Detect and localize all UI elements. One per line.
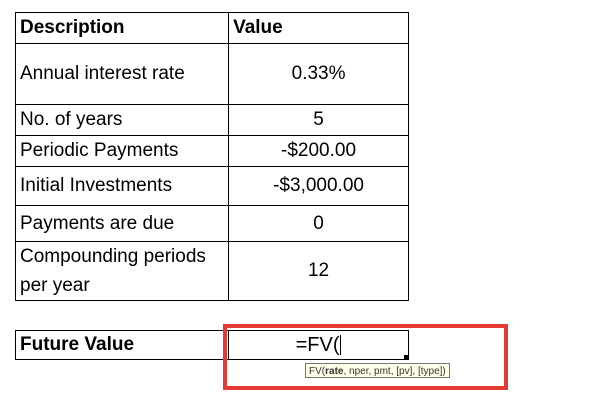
- cell-value[interactable]: -$3,000.00: [228, 166, 409, 206]
- cell-description[interactable]: Annual interest rate: [14, 43, 230, 105]
- table-row: Compounding periods per year 12: [14, 241, 409, 301]
- tooltip-current-arg: rate: [325, 366, 344, 377]
- header-value[interactable]: Value: [228, 12, 409, 44]
- fill-handle[interactable]: [404, 355, 409, 360]
- table-header-row: Description Value: [14, 12, 409, 44]
- future-value-label[interactable]: Future Value: [14, 330, 230, 360]
- table-row: Payments are due 0: [14, 205, 409, 242]
- future-value-row: Future Value =FV(: [14, 330, 409, 360]
- table-row: Annual interest rate 0.33%: [14, 43, 409, 105]
- cell-description[interactable]: No. of years: [14, 104, 230, 136]
- cell-value[interactable]: -$200.00: [228, 135, 409, 167]
- cell-description[interactable]: Periodic Payments: [14, 135, 230, 167]
- text-caret: [340, 335, 342, 356]
- table-row: No. of years 5: [14, 104, 409, 136]
- cell-value[interactable]: 0.33%: [228, 43, 409, 105]
- tooltip-function-name: FV(: [309, 366, 326, 377]
- tooltip-other-args: , nper, pmt, [pv], [type]): [343, 366, 446, 377]
- cell-value[interactable]: 5: [228, 104, 409, 136]
- future-value-table: Future Value =FV(: [14, 330, 409, 360]
- cell-value[interactable]: 0: [228, 205, 409, 242]
- cell-value[interactable]: 12: [228, 241, 409, 301]
- cell-description[interactable]: Compounding periods per year: [14, 241, 230, 301]
- cell-description[interactable]: Initial Investments: [14, 166, 230, 206]
- table-row: Initial Investments -$3,000.00: [14, 166, 409, 206]
- formula-text: =FV(: [295, 333, 340, 356]
- function-tooltip[interactable]: FV(rate, nper, pmt, [pv], [type]): [305, 363, 450, 378]
- formula-cell[interactable]: =FV(: [228, 330, 409, 360]
- cell-description[interactable]: Payments are due: [14, 205, 230, 242]
- header-description[interactable]: Description: [14, 12, 230, 44]
- table-row: Periodic Payments -$200.00: [14, 135, 409, 167]
- fv-inputs-table: Description Value Annual interest rate 0…: [14, 12, 409, 301]
